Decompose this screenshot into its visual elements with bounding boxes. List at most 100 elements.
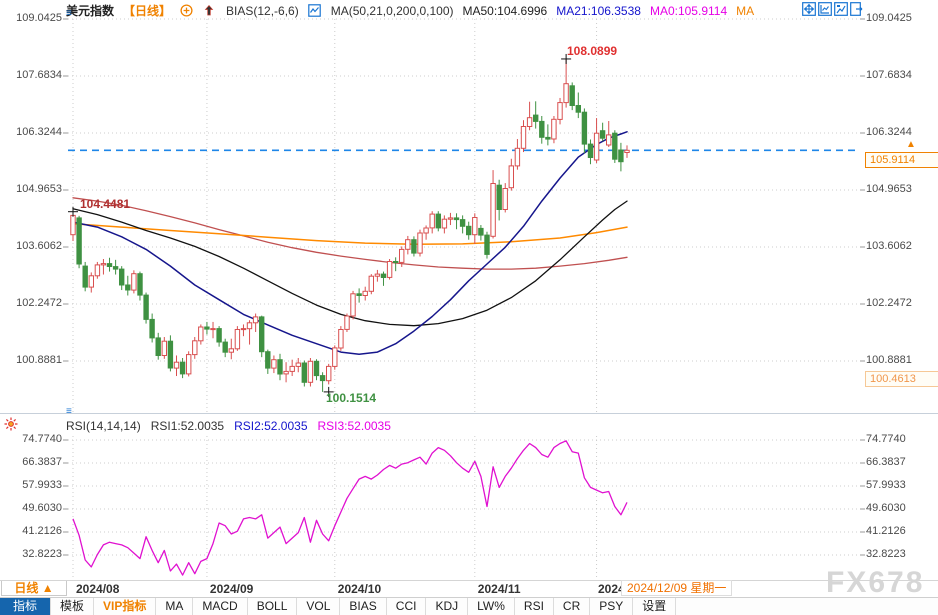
y-axis-label: 66.3837 bbox=[866, 456, 906, 468]
annotation-low: 100.1514 bbox=[326, 391, 377, 405]
candle bbox=[106, 263, 113, 268]
x-axis-label: 2024/08 bbox=[76, 582, 120, 596]
period-selector[interactable]: 日线 ▲ bbox=[1, 581, 67, 596]
rsi-label[interactable]: RSI(14,14,14) bbox=[66, 419, 141, 433]
tab-VOL[interactable]: VOL bbox=[297, 598, 341, 615]
chart-header: 美元指数 【日线】 BIAS(12,-6,6) MA(50,21,0,200,0… bbox=[66, 2, 754, 19]
ma-line-ma100 bbox=[72, 223, 628, 246]
period-tag[interactable]: 【日线】 bbox=[123, 4, 172, 18]
candle bbox=[319, 375, 326, 382]
candle bbox=[447, 217, 454, 220]
annotation-high: 108.0899 bbox=[567, 44, 618, 58]
candle bbox=[76, 217, 82, 265]
candle bbox=[526, 117, 533, 127]
candle bbox=[435, 213, 442, 229]
candle bbox=[216, 328, 222, 343]
candle bbox=[228, 348, 235, 353]
ma-settings-label[interactable]: MA(50,21,0,200,0,100) bbox=[330, 3, 454, 18]
rsi3-value: RSI3:52.0035 bbox=[317, 419, 391, 433]
ma-line-ma21 bbox=[72, 131, 628, 355]
x-axis-label: 2024/09 bbox=[209, 582, 254, 596]
ma-line-ma200 bbox=[72, 197, 628, 270]
tab-MA[interactable]: MA bbox=[156, 598, 194, 615]
candle bbox=[356, 293, 362, 296]
tab-BOLL[interactable]: BOLL bbox=[248, 598, 298, 615]
x-axis-label: 2024/11 bbox=[477, 582, 521, 596]
rsi-line bbox=[72, 440, 628, 576]
y-axis-label: 104.9653 bbox=[866, 183, 912, 195]
tab-BIAS[interactable]: BIAS bbox=[340, 598, 387, 615]
candle bbox=[557, 102, 563, 120]
tab-模板[interactable]: 模板 bbox=[51, 598, 95, 615]
chart-toolbar-icons bbox=[802, 2, 864, 16]
candle bbox=[599, 130, 606, 139]
indicator-chart-icon[interactable] bbox=[307, 3, 322, 18]
candle bbox=[374, 273, 381, 277]
y-axis-label: 66.3837 bbox=[22, 456, 62, 468]
candle bbox=[259, 316, 265, 353]
tab-PSY[interactable]: PSY bbox=[590, 598, 634, 615]
candle bbox=[307, 360, 314, 383]
tab-LW%[interactable]: LW% bbox=[468, 598, 515, 615]
y-axis-label: 109.0425 bbox=[866, 12, 912, 24]
tab-VIP指标[interactable]: VIP指标 bbox=[94, 598, 157, 615]
candle bbox=[490, 183, 496, 237]
candle bbox=[502, 188, 508, 210]
candle bbox=[186, 354, 192, 375]
pane-resize-handle-top[interactable]: ≡ bbox=[66, 8, 72, 19]
up-arrow-icon[interactable] bbox=[203, 4, 217, 18]
bias-label[interactable]: BIAS(12,-6,6) bbox=[226, 3, 299, 18]
tab-KDJ[interactable]: KDJ bbox=[426, 598, 469, 615]
candle bbox=[70, 214, 76, 236]
y-axis-label: 74.7740 bbox=[866, 433, 906, 445]
y-axis-label: 100.8881 bbox=[16, 354, 62, 366]
candle bbox=[551, 118, 557, 140]
y-axis-label: 57.9933 bbox=[866, 479, 906, 491]
y-axis-label: 49.6030 bbox=[866, 502, 906, 514]
y-axis-label: 107.6834 bbox=[866, 69, 912, 81]
ma0-value: MA0:105.9114 bbox=[649, 3, 728, 18]
tab-设置[interactable]: 设置 bbox=[633, 598, 677, 615]
zoom-chart-icon[interactable] bbox=[818, 2, 832, 16]
tab-CR[interactable]: CR bbox=[554, 598, 591, 615]
candle bbox=[386, 261, 393, 278]
candle bbox=[472, 217, 478, 236]
candle bbox=[587, 143, 594, 159]
ma-more-value: MA bbox=[736, 3, 755, 18]
candle bbox=[466, 225, 472, 236]
current-price-tag: 105.9114 bbox=[865, 152, 938, 168]
y-axis-label: 106.3244 bbox=[866, 125, 912, 138]
candle bbox=[606, 134, 612, 146]
symbol-name: 美元指数 bbox=[66, 4, 115, 18]
candle bbox=[100, 263, 107, 266]
ma21-value: MA21:106.3538 bbox=[556, 3, 641, 18]
rsi2-value: RSI2:52.0035 bbox=[234, 419, 308, 433]
tab-指标[interactable]: 指标 bbox=[0, 598, 52, 615]
candle bbox=[301, 362, 308, 383]
pane-divider[interactable] bbox=[0, 413, 938, 414]
tab-MACD[interactable]: MACD bbox=[193, 598, 248, 615]
candle bbox=[222, 341, 228, 353]
candle bbox=[405, 239, 411, 250]
candle bbox=[192, 340, 198, 356]
pane-resize-handle-mid[interactable]: ≡ bbox=[66, 406, 72, 417]
y-axis-label: 57.9933 bbox=[22, 479, 62, 491]
candle bbox=[453, 217, 460, 221]
add-compare-icon[interactable] bbox=[180, 3, 194, 18]
ma50-value: MA50:104.6996 bbox=[462, 3, 548, 18]
exit-fullscreen-icon[interactable] bbox=[850, 2, 864, 16]
indicator-settings-sun-icon[interactable] bbox=[4, 417, 18, 436]
candle bbox=[271, 359, 277, 369]
move-icon[interactable] bbox=[802, 2, 816, 16]
candle bbox=[362, 290, 368, 296]
tab-RSI[interactable]: RSI bbox=[515, 598, 554, 615]
candle bbox=[179, 361, 186, 375]
tab-CCI[interactable]: CCI bbox=[387, 598, 427, 615]
candle bbox=[125, 284, 131, 291]
rsi1-value: RSI1:52.0035 bbox=[150, 419, 225, 433]
current-date-label: 2024/12/09 星期一 bbox=[621, 580, 733, 596]
chart-type-icon[interactable] bbox=[834, 2, 848, 16]
ma-line-ma50 bbox=[72, 200, 628, 327]
